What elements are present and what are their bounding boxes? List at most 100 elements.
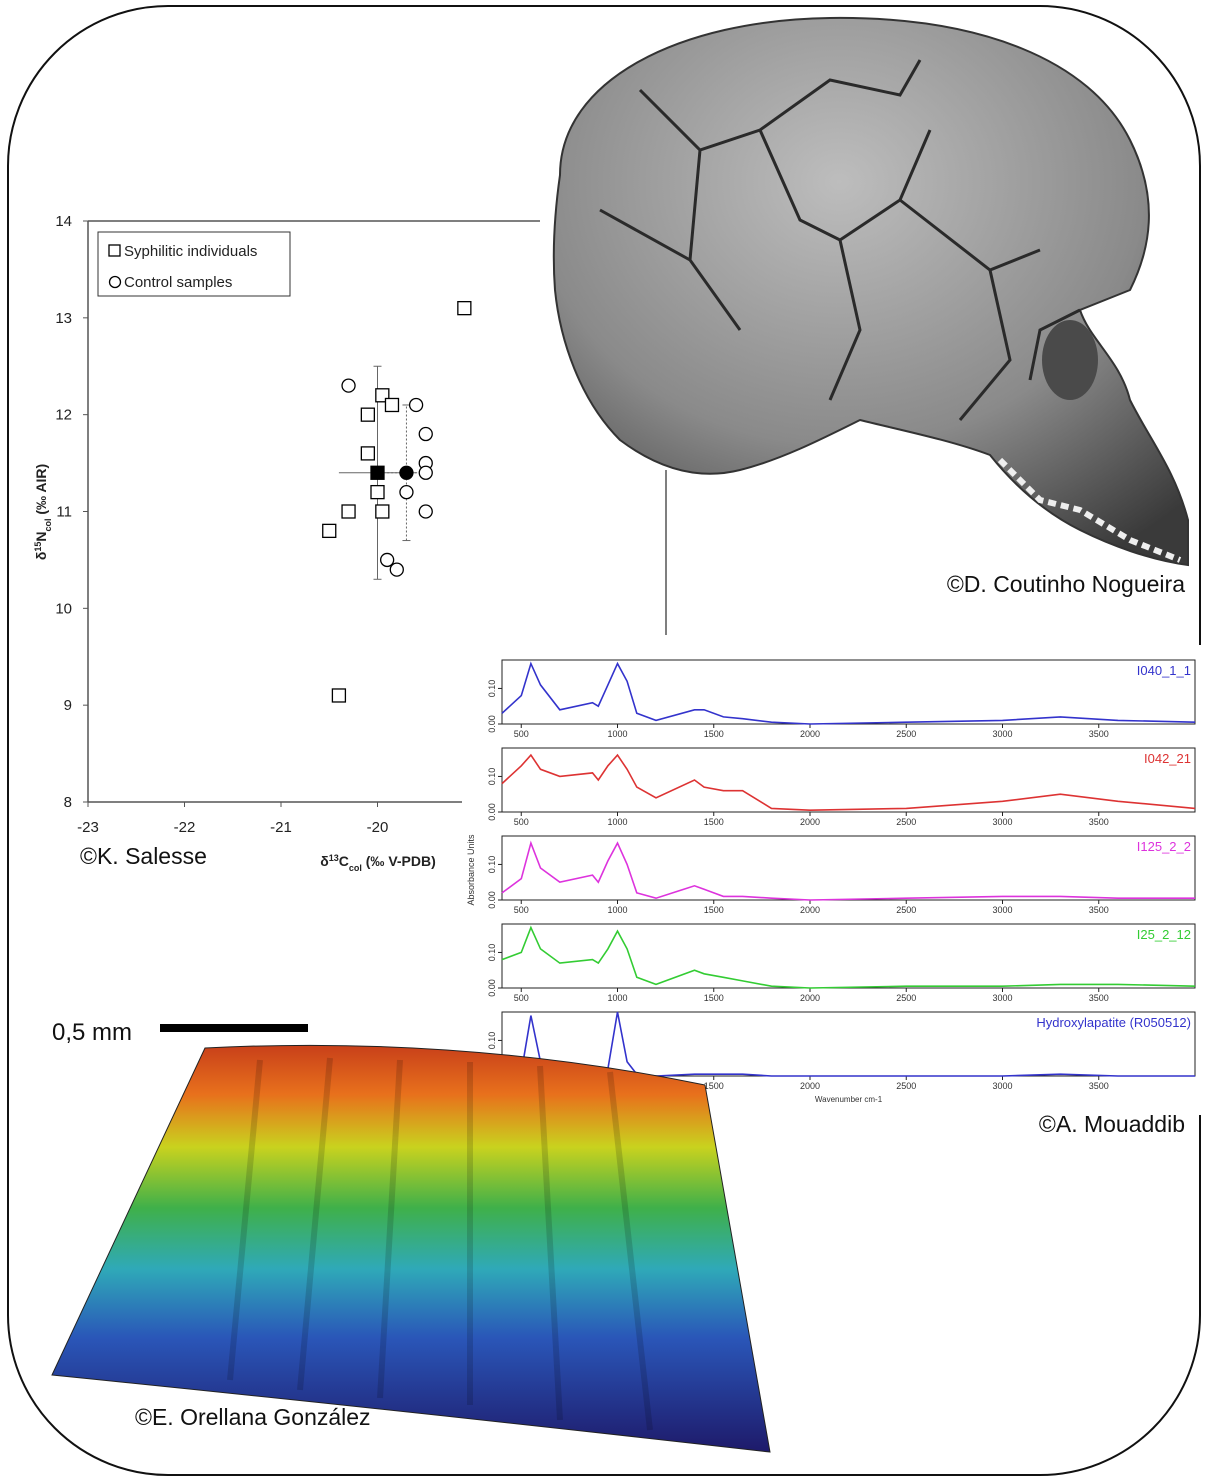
axis-label: δ13Ccol (‰ V-PDB) <box>320 853 436 873</box>
y-tick-label: 0.10 <box>487 1032 497 1050</box>
x-tick-label: 3000 <box>992 1081 1012 1091</box>
y-tick-label: 0.10 <box>487 768 497 786</box>
y-tick-label: 11 <box>56 504 72 521</box>
x-axis-label: Wavenumber cm-1 <box>815 1095 883 1104</box>
mean-point <box>370 465 385 480</box>
point <box>360 407 376 422</box>
legend <box>97 231 291 297</box>
point <box>375 504 390 519</box>
axis-label-part: N <box>33 532 49 542</box>
y-tick-label: 8 <box>64 794 72 811</box>
panel-frame <box>501 923 1196 989</box>
x-tick-label: 2000 <box>800 905 820 915</box>
x-tick-label: 1500 <box>704 1081 724 1091</box>
series-label: I25_2_12 <box>1137 927 1191 942</box>
series-label: I042_21 <box>1144 751 1191 766</box>
spectrum-line <box>501 661 1196 725</box>
x-tick-label: 1500 <box>704 729 724 739</box>
y-tick-label: 9 <box>64 697 72 714</box>
x-tick-label: 3500 <box>1089 817 1109 827</box>
axis-label-part: δ <box>33 552 49 561</box>
mean-point <box>399 465 414 480</box>
panel-frame <box>501 659 1196 725</box>
point <box>322 523 337 539</box>
panel-frame <box>501 1011 1196 1077</box>
axis-label-part: δ <box>320 853 329 869</box>
y-tick-label: 0.00 <box>487 979 497 997</box>
x-tick-label: 1000 <box>607 993 627 1003</box>
point <box>379 552 395 568</box>
axis-label-part: C <box>339 853 349 869</box>
scale-bar-label: 0,5 mm <box>52 1019 132 1046</box>
x-tick-label: 1500 <box>704 817 724 827</box>
point <box>331 688 347 703</box>
x-tick-label: -20 <box>367 819 389 836</box>
x-tick-label: 2000 <box>800 1081 820 1091</box>
x-tick-label: 2500 <box>896 729 916 739</box>
scale-bar <box>160 1024 308 1032</box>
panel-frame <box>501 835 1196 901</box>
x-tick-label: 2500 <box>896 905 916 915</box>
spectrum-line <box>501 840 1195 901</box>
axis-label: δ15Ncol (‰ AIR) <box>33 464 53 560</box>
x-tick-label: 3500 <box>1089 729 1109 739</box>
legend-label: Control samples <box>124 274 232 291</box>
series-label: I125_2_2 <box>1137 839 1191 854</box>
x-tick-label: 2000 <box>800 729 820 739</box>
x-tick-label: 500 <box>514 993 529 1003</box>
x-tick-label: 3500 <box>1089 1081 1109 1091</box>
x-tick-label: 2500 <box>896 817 916 827</box>
credit: ©E. Orellana González <box>135 1404 371 1430</box>
credit: ©K. Salesse <box>80 843 207 869</box>
axis-label-part: col <box>43 519 53 532</box>
spectra-charts: 500 1000 1500 2000 2500 3000 3500 0.00 0.10 I040_… <box>466 659 1196 1104</box>
credit: ©D. Coutinho Nogueira <box>947 571 1185 597</box>
x-tick-label: 500 <box>514 729 529 739</box>
x-tick-label: 2000 <box>800 817 820 827</box>
x-tick-label: 3000 <box>992 905 1012 915</box>
point <box>399 484 414 500</box>
surface-image <box>51 1044 771 1453</box>
x-tick-label: -23 <box>77 819 99 836</box>
point <box>384 397 400 413</box>
y-tick-label: 10 <box>55 600 72 617</box>
axis-label-part: 13 <box>329 853 339 863</box>
point <box>370 484 385 500</box>
y-tick-label: 0.00 <box>487 803 497 821</box>
x-tick-label: 1000 <box>607 729 627 739</box>
axis-label-part: col <box>349 863 362 873</box>
x-tick-label: -21 <box>270 819 292 836</box>
legend-marker <box>108 244 121 257</box>
point <box>389 562 404 577</box>
x-tick-label: 1000 <box>607 905 627 915</box>
x-tick-label: 2000 <box>800 993 820 1003</box>
x-tick-label: 2500 <box>896 993 916 1003</box>
x-tick-label: 500 <box>514 817 529 827</box>
x-tick-label: 3000 <box>992 993 1012 1003</box>
series-label: I040_1_1 <box>1137 663 1191 678</box>
x-tick-label: -22 <box>174 819 196 836</box>
y-tick-label: 0.10 <box>487 680 497 698</box>
point <box>341 378 356 393</box>
point <box>360 446 376 461</box>
x-tick-label: 3500 <box>1089 993 1109 1003</box>
point <box>418 504 433 519</box>
y-tick-label: 12 <box>55 407 72 424</box>
spectrum-line <box>501 925 1196 989</box>
y-tick-label: 13 <box>55 310 72 327</box>
x-tick-label: 500 <box>514 905 529 915</box>
x-tick-label: 1000 <box>607 817 627 827</box>
x-tick-label: 3000 <box>992 817 1012 827</box>
axis-label-part: (‰ AIR) <box>33 464 49 519</box>
legend-label: Syphilitic individuals <box>124 243 257 260</box>
skull-image <box>552 16 1189 567</box>
y-tick-label: 0.10 <box>487 856 497 874</box>
y-tick-label: 0.00 <box>487 891 497 909</box>
point <box>418 465 433 480</box>
y-axis-label: Absorbance Units <box>466 834 476 906</box>
y-tick-label: 0.10 <box>487 944 497 962</box>
x-tick-label: 1500 <box>704 993 724 1003</box>
x-tick-label: 3500 <box>1089 905 1109 915</box>
